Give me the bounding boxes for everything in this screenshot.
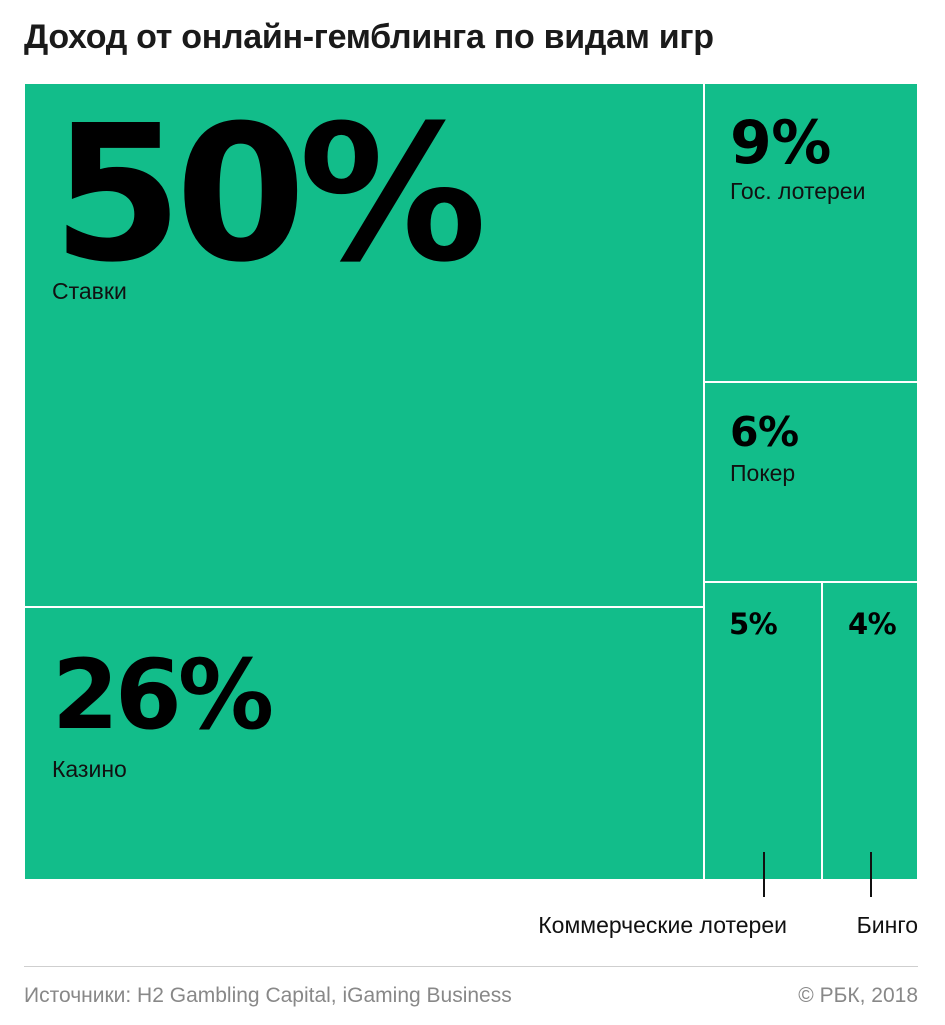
category-label-bets: Ставки — [52, 278, 127, 304]
treemap-cell-state-lottery: 9% Гос. лотереи — [704, 83, 918, 382]
copyright: © РБК, 2018 — [798, 984, 918, 1007]
value-label-poker: 6% — [730, 408, 799, 456]
source-note: Источники: H2 Gambling Capital, iGaming … — [24, 984, 512, 1007]
leader-line-commercial-lottery — [763, 852, 765, 897]
category-label-poker: Покер — [730, 460, 796, 486]
value-label-bets: 50% — [52, 85, 487, 304]
category-label-bingo: Бинго — [856, 912, 918, 938]
footer-divider — [24, 966, 918, 967]
chart-title: Доход от онлайн-гемблинга по видам игр — [24, 18, 714, 56]
category-label-state-lottery: Гос. лотереи — [730, 178, 866, 204]
category-label-commercial-lottery: Коммерческие лотереи — [538, 912, 787, 938]
value-label-casino: 26% — [52, 639, 274, 751]
category-label-casino: Казино — [52, 756, 127, 782]
treemap-cell-casino: 26% Казино — [24, 607, 704, 880]
treemap-cell-bets: 50% Ставки — [24, 83, 704, 607]
treemap-cell-bingo: 4% — [822, 582, 918, 897]
leader-line-bingo — [870, 852, 872, 897]
value-label-bingo: 4% — [848, 607, 897, 641]
value-label-commercial-lottery: 5% — [729, 607, 778, 641]
treemap: 50% Ставки 26% Казино 9% Гос. лотереи 6% Покер 5… — [24, 83, 918, 897]
treemap-cell-commercial-lottery: 5% — [704, 582, 822, 897]
treemap-cell-poker: 6% Покер — [704, 382, 918, 582]
value-label-state-lottery: 9% — [730, 108, 831, 178]
